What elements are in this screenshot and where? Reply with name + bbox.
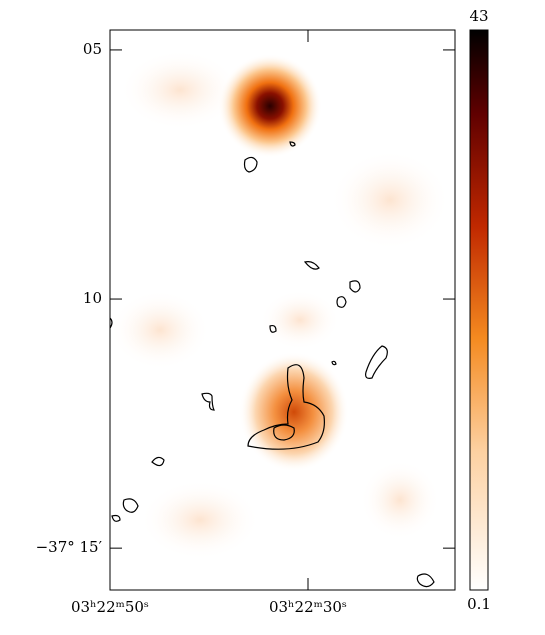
x-tick-label: 03ʰ22ᵐ50ˢ xyxy=(71,598,149,616)
colorbar-min-label: 0.1 xyxy=(467,595,491,613)
y-tick-label: 10 xyxy=(83,289,102,307)
plot-frame xyxy=(109,29,456,591)
y-tick-label: 05 xyxy=(83,40,102,58)
colorbar xyxy=(469,29,489,591)
y-tick-label: −37° 15′ xyxy=(36,538,103,556)
x-tick-label: 03ʰ22ᵐ30ˢ xyxy=(269,598,347,616)
colorbar-max-label: 43 xyxy=(469,7,488,25)
sky-image xyxy=(110,50,450,588)
